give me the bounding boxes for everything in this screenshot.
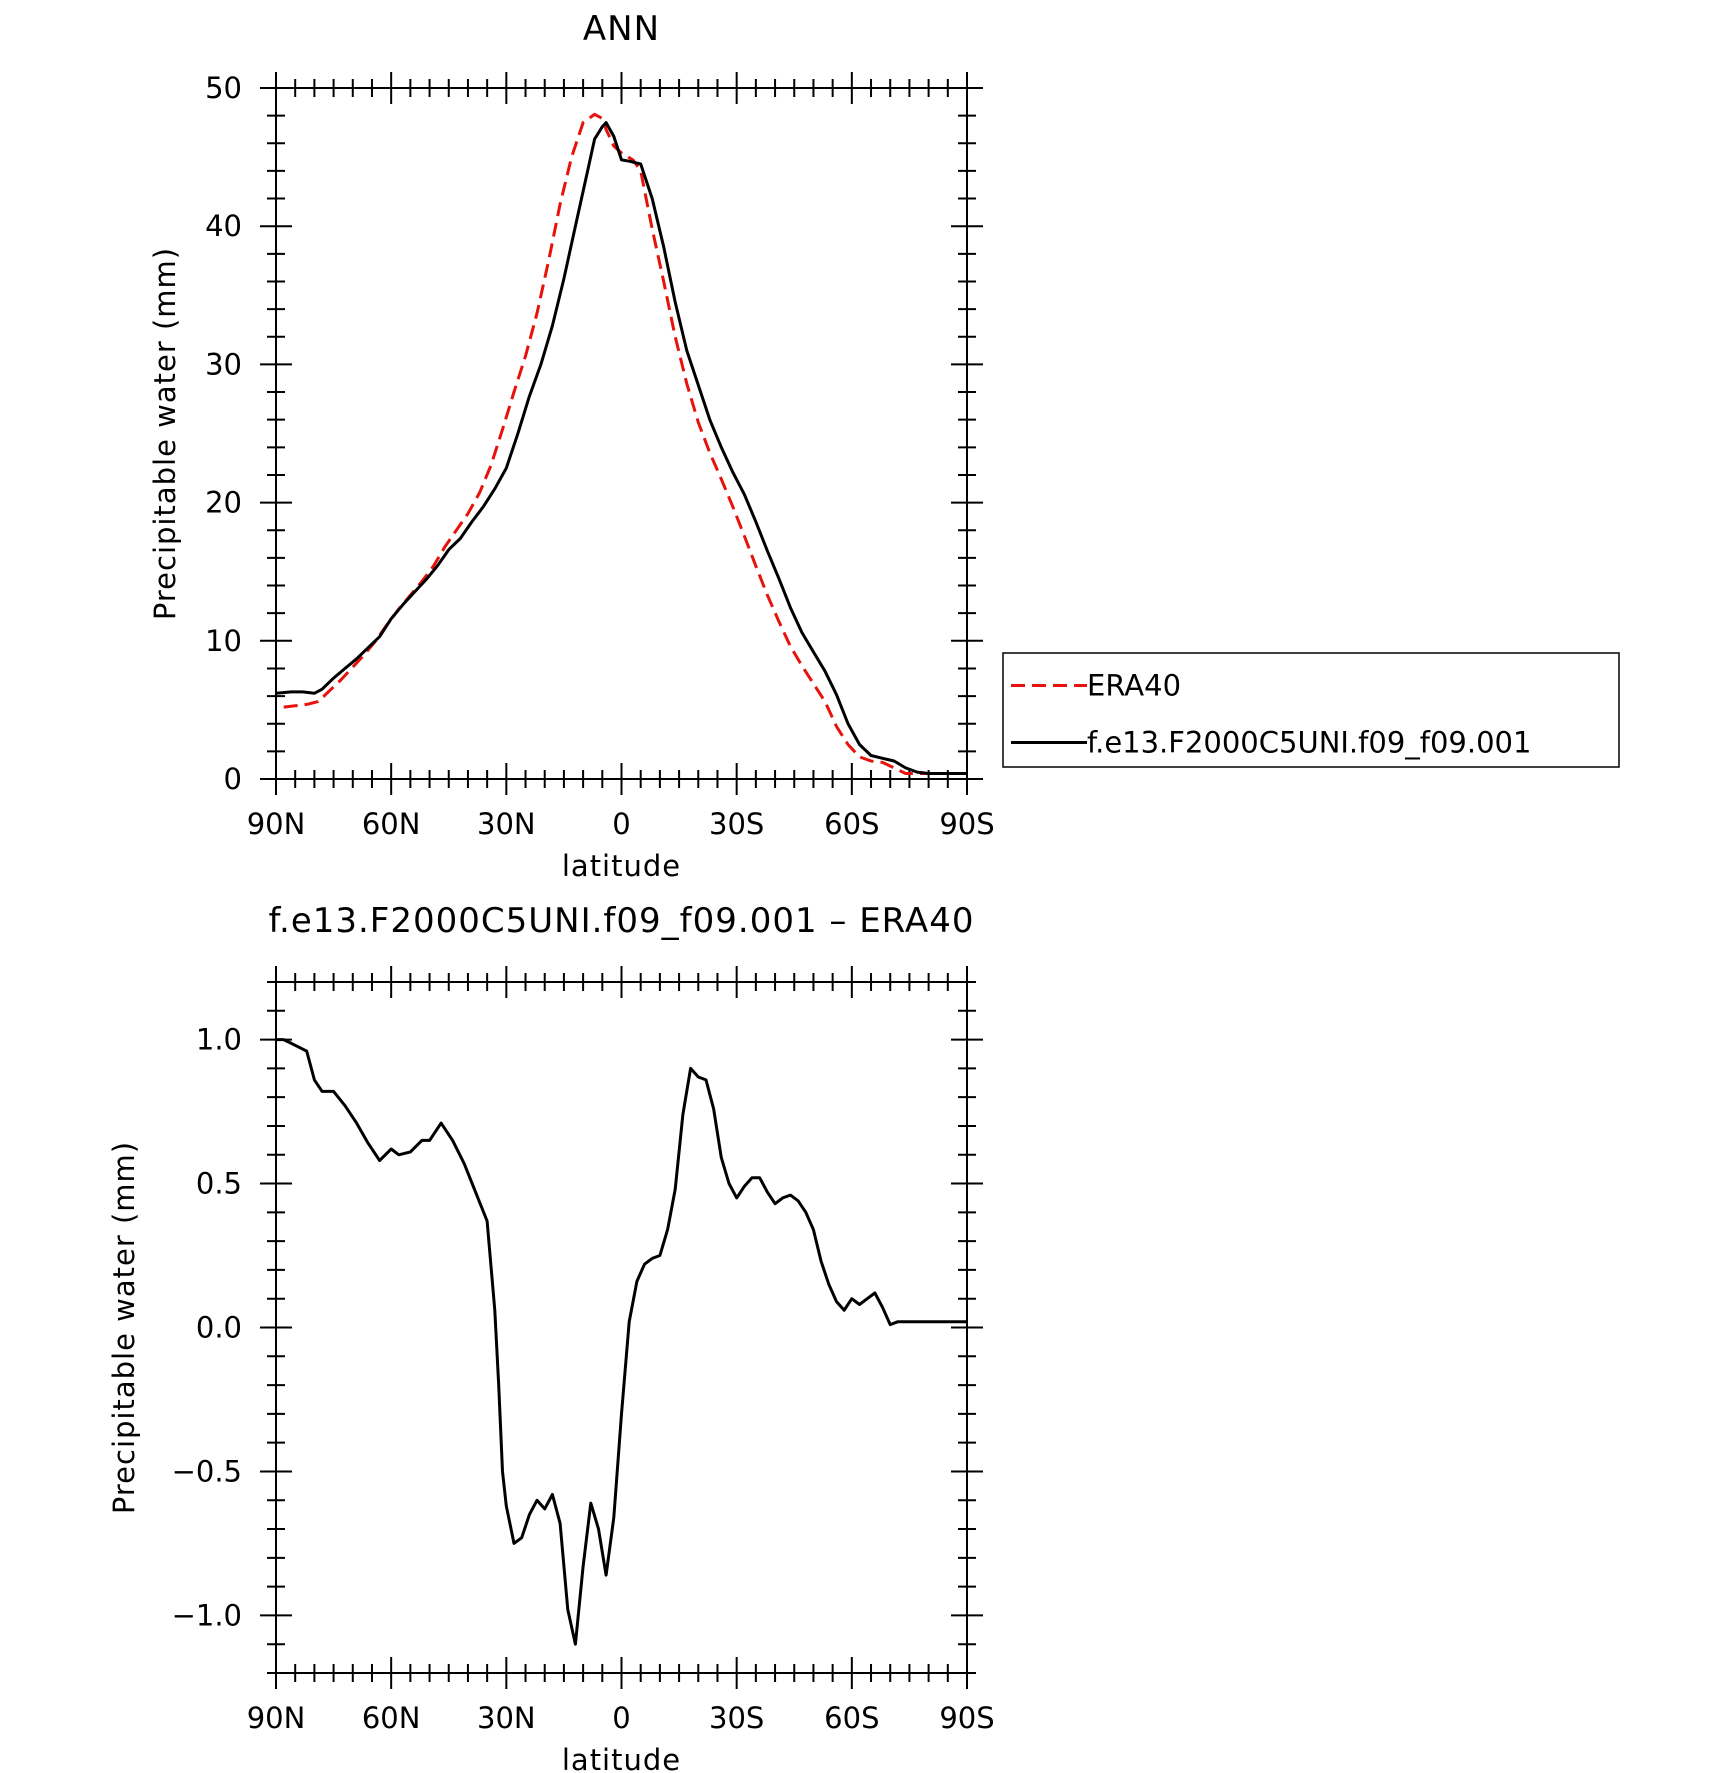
y-tick-label: 30 bbox=[205, 347, 242, 381]
x-tick-label: 60S bbox=[824, 807, 879, 841]
y-tick-label: 10 bbox=[205, 624, 242, 658]
y-tick-label: 0.5 bbox=[196, 1167, 242, 1201]
y-tick-label: 0.0 bbox=[196, 1311, 242, 1345]
y-tick-label: 50 bbox=[205, 71, 242, 105]
x-tick-label: 60S bbox=[824, 1701, 879, 1735]
y-tick-label: 0 bbox=[224, 762, 242, 796]
chart-title: ANN bbox=[583, 9, 660, 49]
y-tick-label: −0.5 bbox=[172, 1454, 242, 1488]
y-axis-label: Precipitable water (mm) bbox=[107, 1141, 141, 1514]
x-tick-label: 90N bbox=[247, 1701, 306, 1735]
legend: ERA40 f.e13.F2000C5UNI.f09_f09.001 bbox=[1002, 652, 1620, 768]
legend-label: f.e13.F2000C5UNI.f09_f09.001 bbox=[1087, 726, 1531, 760]
chart-annual-zonal-mean: ANN 90N 60N 30N 0 30S 60S 90S 0 10 20 30 40 50 latitud… bbox=[148, 9, 1620, 883]
x-tick-label: 90S bbox=[939, 807, 994, 841]
plot-frame bbox=[275, 87, 968, 780]
legend-label: ERA40 bbox=[1087, 669, 1181, 703]
x-tick-label: 60N bbox=[362, 1701, 421, 1735]
x-tick-label: 30N bbox=[477, 1701, 536, 1735]
y-tick-label: 20 bbox=[205, 486, 242, 520]
y-axis-label: Precipitable water (mm) bbox=[148, 247, 182, 620]
x-tick-label: 30S bbox=[709, 1701, 764, 1735]
y-tick-label: −1.0 bbox=[172, 1598, 242, 1632]
x-axis-label: latitude bbox=[562, 1743, 681, 1773]
y-tick-label: 1.0 bbox=[196, 1023, 242, 1057]
x-tick-label: 30N bbox=[477, 807, 536, 841]
x-tick-label: 60N bbox=[362, 807, 421, 841]
x-axis-label: latitude bbox=[562, 849, 681, 883]
chart-title: f.e13.F2000C5UNI.f09_f09.001 – ERA40 bbox=[269, 901, 975, 941]
plot-frame bbox=[275, 981, 968, 1674]
series-line-difference bbox=[276, 1038, 967, 1646]
x-tick-label: 0 bbox=[612, 1701, 630, 1735]
x-tick-label: 90S bbox=[939, 1701, 994, 1735]
x-tick-label: 30S bbox=[709, 807, 764, 841]
legend-box bbox=[1002, 652, 1620, 768]
series-line-era40 bbox=[283, 112, 964, 775]
x-tick-label: 90N bbox=[247, 807, 306, 841]
chart-difference: f.e13.F2000C5UNI.f09_f09.001 – ERA40 90N 6… bbox=[107, 901, 995, 1773]
x-tick-label: 0 bbox=[612, 807, 630, 841]
series-line-f-e13-f2000c5uni-f09-f09-001 bbox=[275, 121, 967, 775]
y-tick-label: 40 bbox=[205, 209, 242, 243]
